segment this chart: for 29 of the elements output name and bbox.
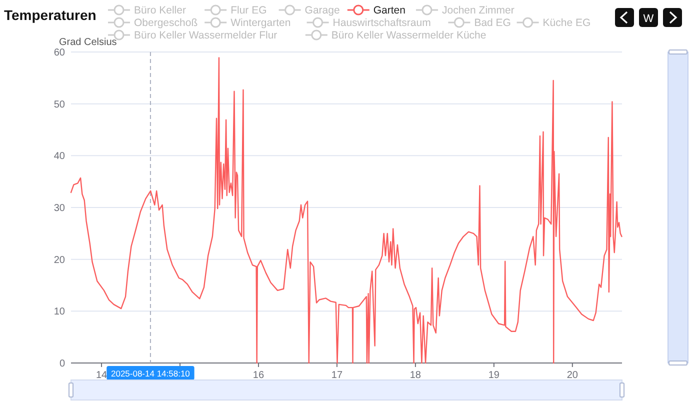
legend-label: Flur EG [230, 4, 267, 16]
legend-label: Garage [304, 4, 340, 16]
legend-label: Obergeschoß [134, 17, 198, 29]
line-series [70, 57, 622, 364]
legend-label: Küche EG [542, 17, 591, 29]
legend-label: Wintergarten [230, 17, 291, 29]
y-axis-title: Grad Celsius [59, 37, 117, 48]
y-tick-label: 50 [54, 99, 66, 110]
x-tick-label: 20 [566, 370, 578, 381]
y-tick-label: 0 [59, 358, 66, 370]
legend-label: Büro Keller Wassermelder Küche [331, 30, 486, 42]
y-tick-label: 60 [54, 48, 66, 58]
ref-line-label: 2025-08-14 14:58:10 [110, 368, 190, 378]
y-tick-label: 20 [54, 254, 66, 266]
y-tick-label: 40 [54, 151, 66, 162]
x-tick-label: 17 [331, 370, 343, 381]
y-tick-label: 10 [54, 306, 66, 318]
chart-title: Temperaturen [4, 7, 96, 23]
y-tick-label: 30 [54, 203, 66, 214]
legend-label: Hauswirtschaftsraum [332, 17, 432, 29]
legend-label: Jochen Zimmer [442, 4, 515, 16]
x-tick-label: 19 [488, 370, 500, 381]
legend-label: Büro Keller Wassermelder Flur [134, 30, 278, 42]
legend-label: Büro Keller [134, 4, 186, 16]
legend-label: Bad EG [474, 17, 511, 29]
x-tick-label: 16 [252, 370, 264, 381]
x-tick-label: 18 [410, 370, 422, 381]
text: W [643, 13, 654, 25]
legend-label: Garten [373, 4, 406, 16]
